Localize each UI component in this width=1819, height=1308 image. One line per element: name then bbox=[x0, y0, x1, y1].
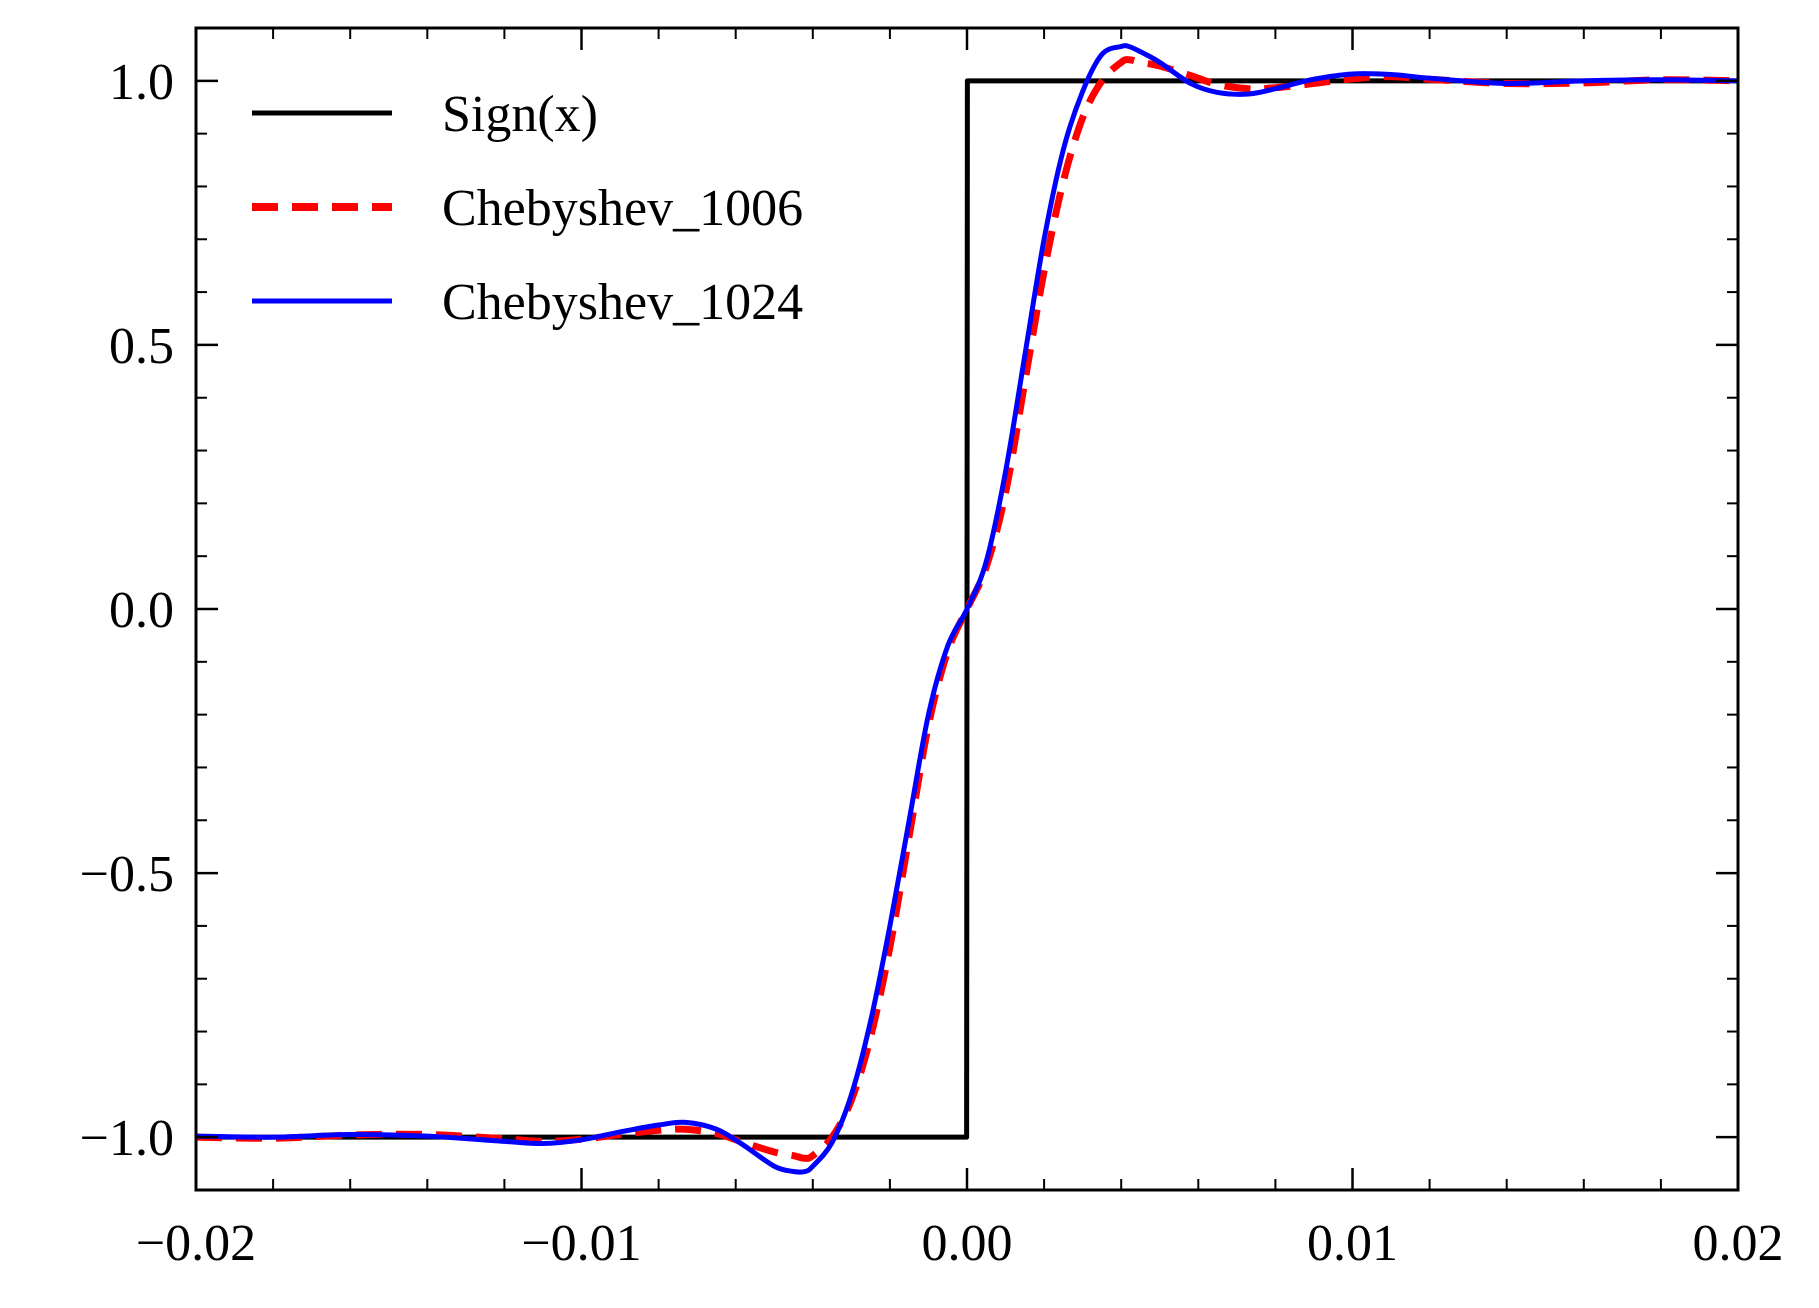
legend-label-sign-x: Sign(x) bbox=[442, 86, 598, 143]
series-line-chebyshev-1024 bbox=[196, 43, 1738, 1175]
x-tick-label: −0.01 bbox=[521, 1215, 641, 1272]
legend-label-chebyshev-1006: Chebyshev_1006 bbox=[442, 180, 803, 237]
series-layer bbox=[196, 43, 1738, 1175]
legend-label-chebyshev-1024: Chebyshev_1024 bbox=[442, 274, 803, 331]
tick-labels-layer: −0.02 −0.01 0.00 0.01 0.02 −1.0 −0.5 0.0 0.5 1.0 bbox=[80, 54, 1784, 1272]
plot-frame bbox=[194, 26, 1740, 1192]
x-tick-label: 0.02 bbox=[1693, 1215, 1784, 1272]
x-tick-label: 0.01 bbox=[1307, 1215, 1398, 1272]
y-tick-label: −1.0 bbox=[80, 1110, 174, 1167]
y-tick-label: 1.0 bbox=[109, 54, 174, 111]
y-tick-label: −0.5 bbox=[80, 846, 174, 903]
y-tick-label: 0.5 bbox=[109, 318, 174, 375]
x-tick-label: 0.00 bbox=[922, 1215, 1013, 1272]
x-tick-label: −0.02 bbox=[136, 1215, 256, 1272]
legend: Sign(x) Chebyshev_1006 Chebyshev_1024 bbox=[252, 86, 803, 331]
y-tick-label: 0.0 bbox=[109, 582, 174, 639]
